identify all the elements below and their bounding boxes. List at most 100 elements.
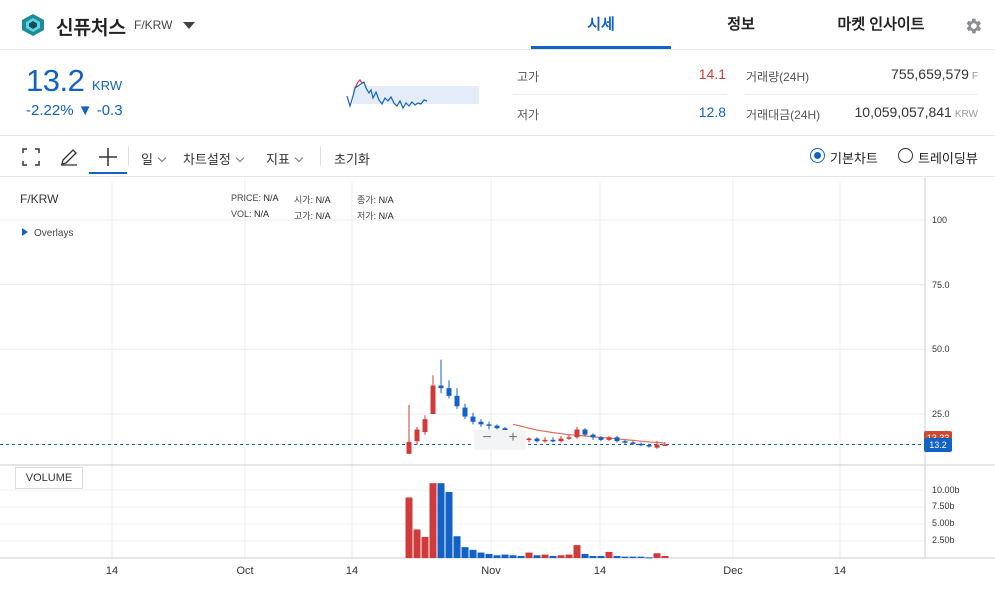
active-tab-indicator [531, 46, 671, 49]
candle [606, 437, 612, 440]
candle [662, 444, 668, 447]
chart-canvas[interactable] [0, 178, 995, 595]
coin-pair[interactable]: F/KRW [134, 18, 173, 32]
candle [574, 429, 580, 438]
candle [462, 407, 468, 417]
volume-bar [461, 547, 469, 558]
volume-bar [533, 555, 541, 558]
candle [478, 421, 484, 425]
stat-divider [513, 94, 727, 95]
volume-bar [661, 555, 669, 558]
chevron-down-icon [235, 153, 245, 163]
ohlc-open: 시가: N/A [294, 195, 331, 205]
volume-bar [549, 555, 557, 558]
tab-price[interactable]: 시세 [587, 16, 615, 33]
sparkline-chart [346, 79, 479, 110]
candle [590, 434, 596, 438]
volume-bar [573, 545, 581, 558]
volume-bar [621, 556, 629, 558]
zoom-in-icon[interactable]: + [508, 429, 518, 446]
zoom-control[interactable]: − + [474, 429, 526, 450]
zoom-out-icon[interactable]: − [482, 429, 492, 446]
volume-bar [557, 555, 565, 558]
candle [422, 419, 428, 433]
time-axis-label: 14 [345, 565, 359, 577]
volume-bar [541, 554, 549, 558]
trading-view-radio[interactable] [898, 148, 913, 163]
candle [598, 437, 604, 440]
candle [430, 385, 436, 414]
candle [486, 424, 492, 426]
volume-bar [485, 553, 493, 558]
overlays-toggle[interactable]: Overlays [22, 228, 73, 239]
candle [646, 445, 652, 447]
stat-divider [745, 94, 978, 95]
volume-bar [629, 556, 637, 558]
gear-icon[interactable] [963, 16, 983, 36]
trading-view-label[interactable]: 트레이딩뷰 [918, 151, 978, 166]
volume-label: 거래량(24H) [746, 70, 810, 84]
indicators-dropdown[interactable]: 지표 [266, 149, 304, 168]
basic-chart-label[interactable]: 기본차트 [830, 151, 878, 166]
volume-bar [477, 552, 485, 558]
candle [630, 442, 636, 444]
candle [438, 385, 444, 389]
volume-bar [581, 553, 589, 558]
candle [614, 437, 620, 442]
time-axis-label: 14 [105, 565, 119, 577]
crosshair-icon[interactable] [98, 147, 118, 167]
volume-bar [589, 555, 597, 558]
candle [558, 438, 564, 442]
candle [446, 388, 452, 396]
volume-value: 755,659,579 F [891, 66, 978, 82]
fullscreen-icon[interactable] [21, 147, 41, 167]
volume-bar [421, 536, 429, 558]
high-label: 고가 [517, 70, 540, 84]
pencil-icon[interactable] [59, 147, 79, 167]
candle [550, 439, 556, 442]
ohlc-low: 저가: N/A [357, 211, 394, 221]
basic-chart-radio[interactable] [810, 148, 825, 163]
price-chart[interactable]: F/KRW Overlays PRICE: N/A 시가: N/A 종가: N/… [0, 178, 995, 595]
active-tool-indicator [89, 172, 127, 174]
ohlc-close: 종가: N/A [357, 195, 394, 205]
low-value: 12.8 [698, 104, 726, 120]
volume-bar [469, 549, 477, 558]
chart-settings-dropdown[interactable]: 차트설정 [183, 149, 245, 168]
triangle-right-icon [22, 228, 28, 236]
last-price-tag: 13.2 [924, 438, 952, 452]
tab-info[interactable]: 정보 [727, 16, 755, 33]
price-axis-label: 75.0 [932, 280, 950, 290]
volume-bar [429, 483, 437, 558]
coin-select-caret-icon[interactable] [183, 22, 195, 29]
volume-bar [517, 555, 525, 558]
volume-bar [597, 555, 605, 558]
price-axis-label: 100 [932, 215, 948, 225]
volume-axis-label: 2.50b [932, 535, 955, 545]
candle [582, 429, 588, 435]
tab-market-insight[interactable]: 마켓 인사이트 [837, 16, 925, 33]
price-change: -2.22% ▼ -0.3 [26, 102, 123, 119]
candle [566, 437, 572, 439]
candle [526, 438, 532, 441]
volume-bar [653, 553, 661, 558]
ohlc-volume: VOL: N/A [231, 209, 270, 219]
volume-bar [453, 536, 461, 558]
volume-bar [501, 554, 509, 558]
ohlc-price: PRICE: N/A [231, 193, 279, 203]
candle [414, 429, 420, 442]
volume-bar [437, 483, 445, 558]
moving-average-line [512, 423, 666, 444]
chart-toolbar: 일 차트설정 지표 초기화 기본차트 트레이딩뷰 [0, 137, 995, 177]
coin-name[interactable]: 신퓨처스 [56, 18, 126, 39]
reset-button[interactable]: 초기화 [334, 152, 370, 167]
price-axis-label: 25.0 [932, 409, 950, 419]
volume-bar [605, 551, 613, 558]
price-axis-label: 50.0 [932, 344, 950, 354]
chevron-down-icon [294, 153, 304, 163]
volume-axis-label: 10.00b [932, 485, 960, 495]
coin-logo-icon [22, 14, 44, 36]
period-dropdown[interactable]: 일 [141, 149, 167, 168]
low-label: 저가 [517, 108, 540, 122]
time-axis-label: Oct [236, 565, 254, 577]
